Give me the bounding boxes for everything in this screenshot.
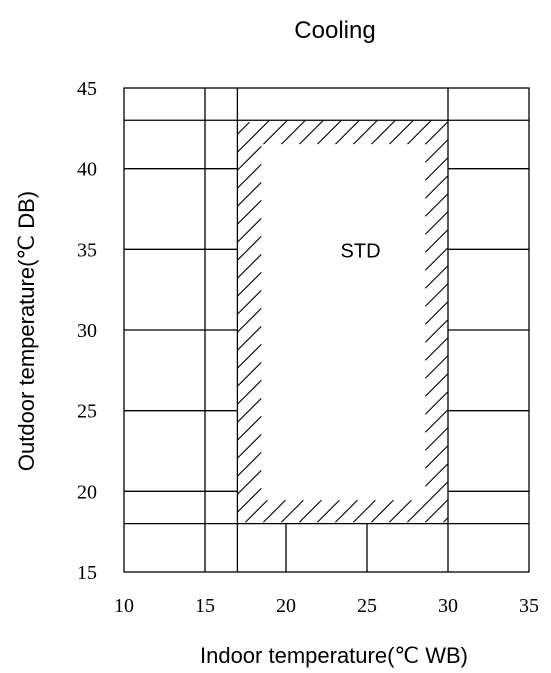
hatch-line [237, 379, 262, 405]
hatch-line [237, 343, 262, 369]
hatch-line [425, 229, 448, 253]
plot-area: STD [123, 87, 530, 573]
hatch-line [425, 445, 448, 469]
y-tick-label: 35 [77, 239, 97, 261]
hatch-line [425, 193, 448, 217]
hatch-line [371, 120, 396, 145]
hatch-line [425, 175, 448, 199]
hatch-line [237, 289, 262, 315]
hatch-line [281, 120, 306, 145]
hatch-line [425, 391, 448, 415]
hatch-line [299, 499, 322, 523]
hatch-line [425, 265, 448, 289]
hatch-line [425, 373, 448, 397]
hatch-line [237, 469, 262, 495]
hatch-line [237, 451, 262, 477]
x-tick-label: 25 [357, 595, 377, 617]
chart-title: Cooling [294, 17, 375, 44]
hatch-line [237, 235, 262, 261]
y-tick-label: 25 [77, 401, 97, 423]
hatch-line [425, 211, 448, 235]
hatch-line [237, 199, 262, 225]
x-tick-labels: 10 15 20 25 30 35 [114, 595, 539, 617]
hatch-line [425, 283, 448, 307]
hatch-line [389, 499, 412, 523]
hatch-line [237, 271, 262, 297]
y-tick-label: 15 [77, 562, 97, 584]
hatch-line [281, 499, 304, 523]
zone-hatching [237, 120, 448, 523]
hatch-line [425, 337, 448, 361]
hatch-line [237, 397, 262, 423]
hatch-line [425, 319, 448, 343]
y-tick-label: 45 [77, 78, 97, 100]
hatch-line [425, 301, 448, 325]
x-axis-title: Indoor temperature(℃ WB) [200, 643, 468, 668]
hatch-line [263, 499, 286, 523]
hatch-line [335, 499, 358, 523]
x-tick-label: 15 [195, 595, 215, 617]
hatch-line [425, 463, 448, 487]
y-tick-label: 30 [77, 320, 97, 342]
hatch-line [425, 157, 448, 181]
hatch-line [237, 121, 250, 135]
hatch-line [237, 253, 262, 279]
hatch-line [389, 120, 414, 145]
hatch-line [425, 427, 448, 451]
hatch-line [353, 120, 378, 145]
hatch-line [407, 120, 432, 145]
hatch-line [317, 499, 340, 523]
hatch-line [237, 361, 262, 387]
y-tick-label: 20 [77, 481, 97, 503]
hatch-line [237, 163, 262, 189]
x-tick-label: 35 [519, 595, 539, 617]
hatch-line [237, 181, 262, 207]
hatch-line [425, 409, 448, 433]
hatch-line [245, 499, 268, 523]
zone-inner [261, 144, 424, 500]
hatch-line [237, 217, 262, 243]
hatch-line [237, 120, 270, 153]
x-tick-label: 10 [114, 595, 134, 617]
zone-label: STD [341, 240, 381, 262]
hatch-line [237, 415, 262, 441]
x-tick-label: 20 [276, 595, 296, 617]
hatch-line [353, 499, 376, 523]
y-axis-title: Outdoor temperature(℃ DB) [14, 191, 39, 471]
hatch-line [425, 355, 448, 379]
hatch-line [299, 120, 324, 145]
hatch-line [237, 487, 262, 513]
hatch-line [425, 139, 448, 163]
y-tick-label: 40 [77, 159, 97, 181]
hatch-line [335, 120, 360, 145]
hatch-line [407, 481, 448, 523]
hatch-line [237, 307, 262, 333]
x-tick-label: 30 [438, 595, 458, 617]
hatch-line [237, 433, 262, 459]
hatch-line [425, 247, 448, 271]
hatch-line [237, 325, 262, 351]
hatch-line [317, 120, 342, 145]
hatch-line [425, 121, 448, 145]
hatch-line [443, 517, 448, 523]
hatch-line [425, 499, 448, 523]
y-tick-labels: 15 20 25 30 35 40 45 [77, 78, 97, 584]
hatch-line [371, 499, 394, 523]
